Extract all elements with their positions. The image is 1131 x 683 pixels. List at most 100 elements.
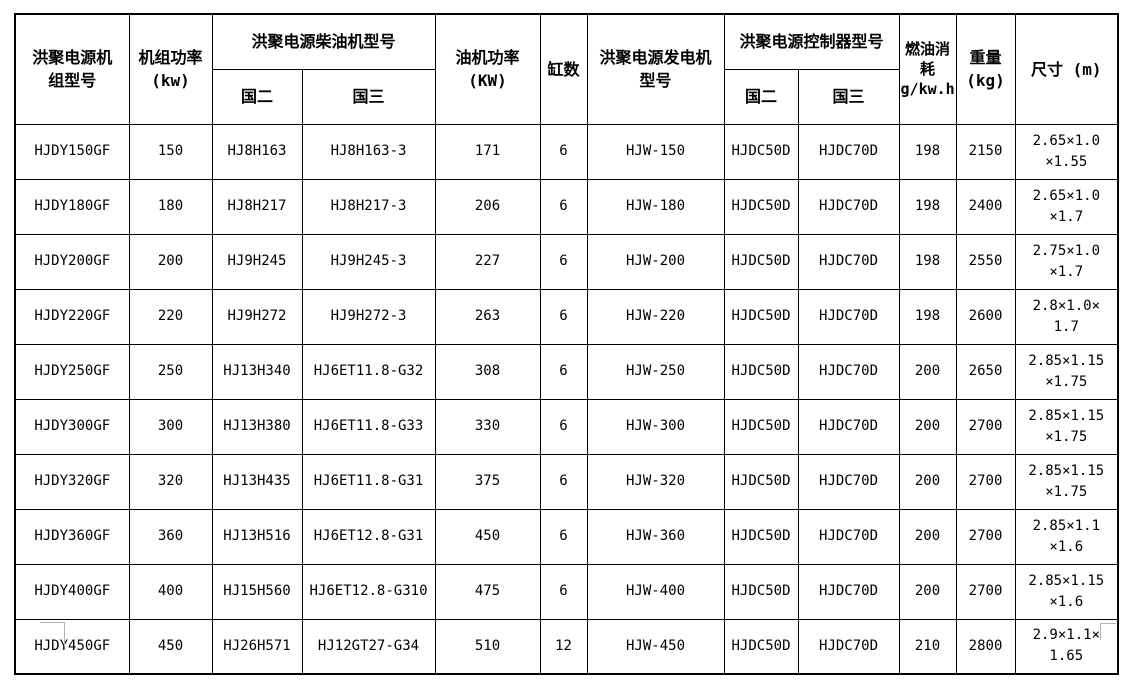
cell-engine-power: 450 bbox=[434, 508, 541, 565]
cell-engine-power: 475 bbox=[434, 563, 541, 620]
cell-diesel-guo3: HJ6ET11.8-G32 bbox=[301, 343, 436, 400]
cell-controller-guo3: HJDC70D bbox=[797, 343, 900, 400]
cell-fuel: 200 bbox=[898, 563, 957, 620]
cell-weight: 2550 bbox=[955, 233, 1016, 290]
cell-controller-guo2: HJDC50D bbox=[723, 563, 799, 620]
cell-diesel-guo2: HJ13H435 bbox=[211, 453, 303, 510]
cell-controller-guo2: HJDC50D bbox=[723, 288, 799, 345]
cell-dimensions: 2.9×1.1× 1.65 bbox=[1014, 618, 1119, 675]
cell-dimensions: 2.8×1.0× 1.7 bbox=[1014, 288, 1119, 345]
cell-fuel: 198 bbox=[898, 288, 957, 345]
cell-diesel-guo2: HJ15H560 bbox=[211, 563, 303, 620]
cell-cylinders: 12 bbox=[539, 618, 588, 675]
cell-cylinders: 6 bbox=[539, 398, 588, 455]
cell-unit-power: 300 bbox=[128, 398, 213, 455]
table-row: HJDY250GF 250 HJ13H340 HJ6ET11.8-G32 308… bbox=[14, 343, 1119, 400]
cell-alternator: HJW-450 bbox=[586, 618, 725, 675]
cell-diesel-guo2: HJ26H571 bbox=[211, 618, 303, 675]
cell-unit-model: HJDY250GF bbox=[14, 343, 130, 400]
cell-alternator: HJW-150 bbox=[586, 123, 725, 180]
cell-engine-power: 227 bbox=[434, 233, 541, 290]
cell-alternator: HJW-300 bbox=[586, 398, 725, 455]
cell-fuel: 198 bbox=[898, 178, 957, 235]
header-unit-power: 机组功率 (kw) bbox=[128, 13, 213, 125]
cell-weight: 2700 bbox=[955, 398, 1016, 455]
cell-fuel: 210 bbox=[898, 618, 957, 675]
cell-unit-model: HJDY150GF bbox=[14, 123, 130, 180]
cell-alternator: HJW-200 bbox=[586, 233, 725, 290]
cell-unit-model: HJDY450GF bbox=[14, 618, 130, 675]
cell-diesel-guo2: HJ8H163 bbox=[211, 123, 303, 180]
cell-diesel-guo3: HJ6ET11.8-G33 bbox=[301, 398, 436, 455]
header-diesel-guo2: 国二 bbox=[211, 68, 303, 125]
table-header: 洪聚电源机 组型号 机组功率 (kw) 洪聚电源柴油机型号 油机功率 (KW) … bbox=[14, 13, 1119, 125]
cell-unit-power: 220 bbox=[128, 288, 213, 345]
cell-engine-power: 330 bbox=[434, 398, 541, 455]
generator-spec-table: 洪聚电源机 组型号 机组功率 (kw) 洪聚电源柴油机型号 油机功率 (KW) … bbox=[14, 13, 1120, 675]
table-row: HJDY320GF 320 HJ13H435 HJ6ET11.8-G31 375… bbox=[14, 453, 1119, 510]
table-row: HJDY150GF 150 HJ8H163 HJ8H163-3 171 6 HJ… bbox=[14, 123, 1119, 180]
cell-diesel-guo3: HJ9H245-3 bbox=[301, 233, 436, 290]
header-controller-guo2: 国二 bbox=[723, 68, 799, 125]
cell-weight: 2700 bbox=[955, 563, 1016, 620]
cell-alternator: HJW-180 bbox=[586, 178, 725, 235]
cell-cylinders: 6 bbox=[539, 178, 588, 235]
cell-unit-power: 360 bbox=[128, 508, 213, 565]
cell-alternator: HJW-360 bbox=[586, 508, 725, 565]
table-row: HJDY200GF 200 HJ9H245 HJ9H245-3 227 6 HJ… bbox=[14, 233, 1119, 290]
cell-alternator: HJW-320 bbox=[586, 453, 725, 510]
cell-weight: 2700 bbox=[955, 453, 1016, 510]
cell-weight: 2600 bbox=[955, 288, 1016, 345]
cell-cylinders: 6 bbox=[539, 508, 588, 565]
cell-cylinders: 6 bbox=[539, 123, 588, 180]
cell-cylinders: 6 bbox=[539, 233, 588, 290]
cell-diesel-guo3: HJ6ET12.8-G310 bbox=[301, 563, 436, 620]
header-fuel-consumption: 燃油消 耗 g/kw.h bbox=[898, 13, 957, 125]
cell-controller-guo3: HJDC70D bbox=[797, 288, 900, 345]
cell-fuel: 200 bbox=[898, 453, 957, 510]
cell-diesel-guo2: HJ9H245 bbox=[211, 233, 303, 290]
cell-diesel-guo3: HJ6ET12.8-G31 bbox=[301, 508, 436, 565]
cell-controller-guo2: HJDC50D bbox=[723, 453, 799, 510]
header-controller-guo3: 国三 bbox=[797, 68, 900, 125]
cell-engine-power: 263 bbox=[434, 288, 541, 345]
cell-dimensions: 2.75×1.0 ×1.7 bbox=[1014, 233, 1119, 290]
cell-diesel-guo3: HJ8H163-3 bbox=[301, 123, 436, 180]
cell-controller-guo3: HJDC70D bbox=[797, 563, 900, 620]
table-row: HJDY180GF 180 HJ8H217 HJ8H217-3 206 6 HJ… bbox=[14, 178, 1119, 235]
header-diesel-engine-group: 洪聚电源柴油机型号 bbox=[211, 13, 436, 70]
cell-weight: 2650 bbox=[955, 343, 1016, 400]
header-controller-group: 洪聚电源控制器型号 bbox=[723, 13, 900, 70]
cell-unit-model: HJDY360GF bbox=[14, 508, 130, 565]
cell-dimensions: 2.85×1.15 ×1.75 bbox=[1014, 343, 1119, 400]
header-row-sub: 国二 国三 国二 国三 bbox=[15, 68, 1118, 125]
cell-cylinders: 6 bbox=[539, 288, 588, 345]
cell-dimensions: 2.85×1.15 ×1.6 bbox=[1014, 563, 1119, 620]
table-row: HJDY220GF 220 HJ9H272 HJ9H272-3 263 6 HJ… bbox=[14, 288, 1119, 345]
cell-dimensions: 2.65×1.0 ×1.7 bbox=[1014, 178, 1119, 235]
cell-unit-model: HJDY200GF bbox=[14, 233, 130, 290]
cell-fuel: 198 bbox=[898, 123, 957, 180]
cell-engine-power: 171 bbox=[434, 123, 541, 180]
cell-weight: 2400 bbox=[955, 178, 1016, 235]
cell-unit-power: 150 bbox=[128, 123, 213, 180]
table-body: HJDY150GF 150 HJ8H163 HJ8H163-3 171 6 HJ… bbox=[14, 123, 1119, 675]
cell-unit-power: 180 bbox=[128, 178, 213, 235]
cell-weight: 2800 bbox=[955, 618, 1016, 675]
cell-alternator: HJW-220 bbox=[586, 288, 725, 345]
cell-diesel-guo2: HJ13H380 bbox=[211, 398, 303, 455]
cell-controller-guo2: HJDC50D bbox=[723, 508, 799, 565]
cell-alternator: HJW-250 bbox=[586, 343, 725, 400]
cell-unit-model: HJDY400GF bbox=[14, 563, 130, 620]
cell-controller-guo2: HJDC50D bbox=[723, 233, 799, 290]
cell-controller-guo3: HJDC70D bbox=[797, 398, 900, 455]
cell-diesel-guo2: HJ8H217 bbox=[211, 178, 303, 235]
cell-controller-guo2: HJDC50D bbox=[723, 178, 799, 235]
table-row: HJDY400GF 400 HJ15H560 HJ6ET12.8-G310 47… bbox=[14, 563, 1119, 620]
cell-controller-guo3: HJDC70D bbox=[797, 178, 900, 235]
header-unit-model: 洪聚电源机 组型号 bbox=[14, 13, 130, 125]
cell-fuel: 200 bbox=[898, 508, 957, 565]
table-row: HJDY360GF 360 HJ13H516 HJ6ET12.8-G31 450… bbox=[14, 508, 1119, 565]
header-alternator-model: 洪聚电源发电机 型号 bbox=[586, 13, 725, 125]
cell-weight: 2700 bbox=[955, 508, 1016, 565]
